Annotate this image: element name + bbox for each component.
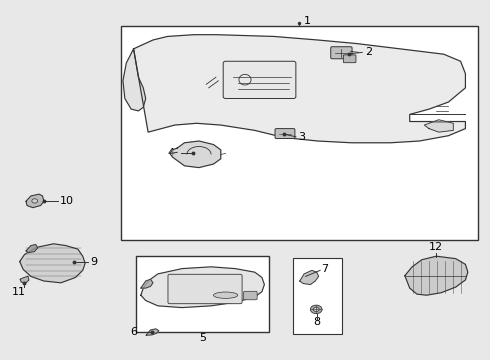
Bar — [122, 26, 478, 240]
Bar — [136, 256, 269, 332]
Text: 1: 1 — [304, 16, 311, 26]
FancyBboxPatch shape — [331, 47, 352, 59]
Text: 9: 9 — [90, 257, 97, 267]
Polygon shape — [123, 49, 146, 111]
Ellipse shape — [214, 292, 238, 298]
Text: 4: 4 — [168, 148, 175, 158]
Text: 10: 10 — [60, 196, 74, 206]
FancyBboxPatch shape — [343, 55, 356, 63]
Ellipse shape — [310, 305, 322, 314]
Polygon shape — [141, 267, 265, 307]
Polygon shape — [405, 256, 468, 295]
Bar — [294, 258, 342, 334]
Text: 5: 5 — [199, 333, 206, 343]
Polygon shape — [20, 276, 29, 283]
FancyBboxPatch shape — [275, 129, 295, 139]
Text: 6: 6 — [130, 327, 138, 337]
Text: 12: 12 — [429, 242, 443, 252]
FancyBboxPatch shape — [223, 61, 296, 99]
Polygon shape — [26, 194, 44, 208]
Text: 3: 3 — [298, 132, 305, 143]
Ellipse shape — [313, 307, 319, 311]
Text: 7: 7 — [321, 264, 329, 274]
FancyBboxPatch shape — [168, 274, 242, 304]
Polygon shape — [170, 141, 221, 168]
FancyBboxPatch shape — [244, 291, 257, 300]
Ellipse shape — [32, 199, 38, 203]
Text: 11: 11 — [12, 287, 26, 297]
Polygon shape — [141, 279, 153, 288]
Text: 8: 8 — [313, 318, 320, 328]
Polygon shape — [134, 35, 466, 143]
Polygon shape — [20, 244, 85, 283]
Polygon shape — [300, 270, 318, 284]
Polygon shape — [424, 120, 453, 132]
Text: 2: 2 — [365, 48, 372, 57]
Polygon shape — [146, 329, 159, 335]
Polygon shape — [26, 244, 38, 253]
